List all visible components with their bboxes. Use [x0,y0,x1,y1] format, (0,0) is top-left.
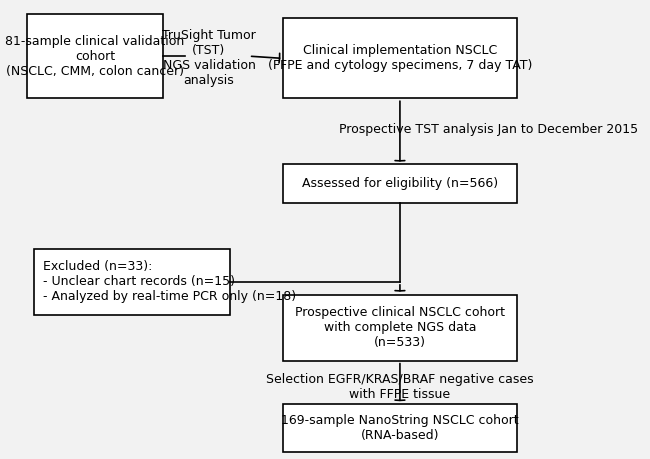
FancyBboxPatch shape [283,18,517,98]
Text: Clinical implementation NSCLC
(FFPE and cytology specimens, 7 day TAT): Clinical implementation NSCLC (FFPE and … [268,45,532,73]
Text: Excluded (n=33):
- Unclear chart records (n=15)
- Analyzed by real-time PCR only: Excluded (n=33): - Unclear chart records… [44,260,296,303]
Text: Prospective TST analysis Jan to December 2015: Prospective TST analysis Jan to December… [339,123,638,135]
Text: Prospective clinical NSCLC cohort
with complete NGS data
(n=533): Prospective clinical NSCLC cohort with c… [295,306,505,349]
Text: Assessed for eligibility (n=566): Assessed for eligibility (n=566) [302,177,498,190]
FancyBboxPatch shape [34,249,230,315]
Text: Selection EGFR/KRAS/BRAF negative cases
with FFPE tissue: Selection EGFR/KRAS/BRAF negative cases … [266,373,534,401]
Text: TruSight Tumor
(TST)
NGS validation
analysis: TruSight Tumor (TST) NGS validation anal… [162,29,256,87]
Text: 169-sample NanoString NSCLC cohort
(RNA-based): 169-sample NanoString NSCLC cohort (RNA-… [281,414,519,442]
Text: 81-sample clinical validation
cohort
(NSCLC, CMM, colon cancer): 81-sample clinical validation cohort (NS… [5,34,185,78]
FancyBboxPatch shape [27,14,162,98]
FancyBboxPatch shape [283,295,517,361]
FancyBboxPatch shape [283,164,517,203]
FancyBboxPatch shape [283,404,517,452]
